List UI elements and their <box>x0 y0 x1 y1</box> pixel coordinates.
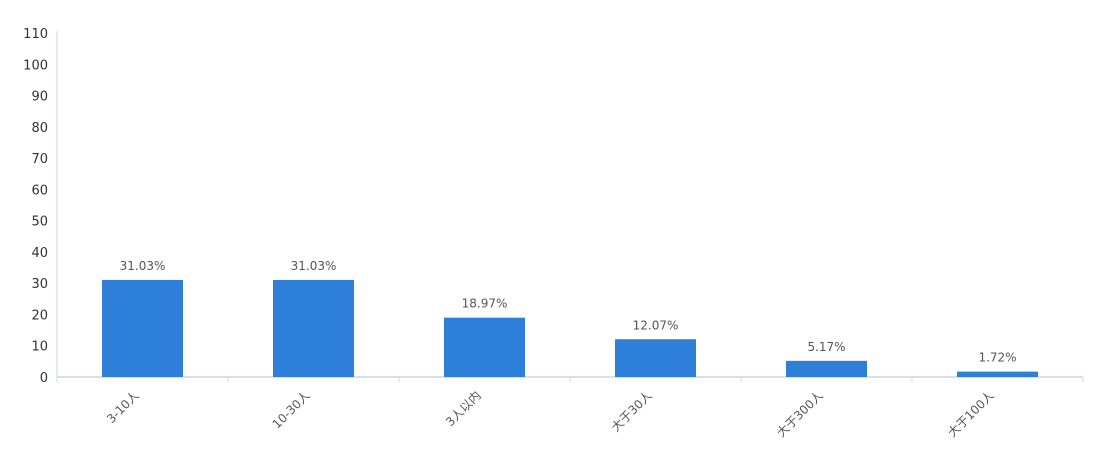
bar <box>615 339 696 377</box>
y-tick-label: 60 <box>31 183 48 198</box>
x-category-label: 10-30人 <box>270 388 313 431</box>
x-category-label: 3-10人 <box>104 388 142 426</box>
bar <box>957 371 1038 377</box>
y-axis: 0 10 20 30 40 50 60 70 80 90 100 110 <box>23 27 58 386</box>
x-axis <box>56 376 1084 382</box>
bar <box>786 360 867 377</box>
x-category-label: 大于30人 <box>609 388 655 434</box>
x-category-label: 大于300人 <box>774 388 826 440</box>
x-category-label: 大于100人 <box>945 388 997 440</box>
y-tick-label: 70 <box>31 152 48 167</box>
y-tick-label: 40 <box>31 246 48 261</box>
category-labels: 3-10人 10-30人 3人以内 大于30人 大于300人 大于100人 <box>104 388 997 440</box>
x-category-label: 3人以内 <box>443 388 484 429</box>
bar <box>102 279 183 377</box>
y-tick-label: 0 <box>40 371 48 386</box>
y-tick-label: 80 <box>31 121 48 136</box>
y-tick-label: 10 <box>31 340 48 355</box>
y-tick-label: 100 <box>23 58 48 73</box>
bar <box>444 317 525 377</box>
y-tick-label: 110 <box>23 27 48 42</box>
bar-value-label: 1.72% <box>978 351 1016 365</box>
bar-value-label: 31.03% <box>291 259 337 273</box>
value-labels: 31.03% 31.03% 18.97% 12.07% 5.17% 1.72% <box>120 259 1017 365</box>
bar-value-label: 18.97% <box>462 297 508 311</box>
bar <box>273 279 354 377</box>
y-tick-label: 90 <box>31 90 48 105</box>
bar-value-label: 12.07% <box>633 318 679 332</box>
bar-value-label: 31.03% <box>120 259 166 273</box>
y-tick-label: 20 <box>31 308 48 323</box>
bars <box>102 279 1038 377</box>
y-tick-label: 50 <box>31 215 48 230</box>
y-tick-label: 30 <box>31 277 48 292</box>
bar-value-label: 5.17% <box>807 340 845 354</box>
